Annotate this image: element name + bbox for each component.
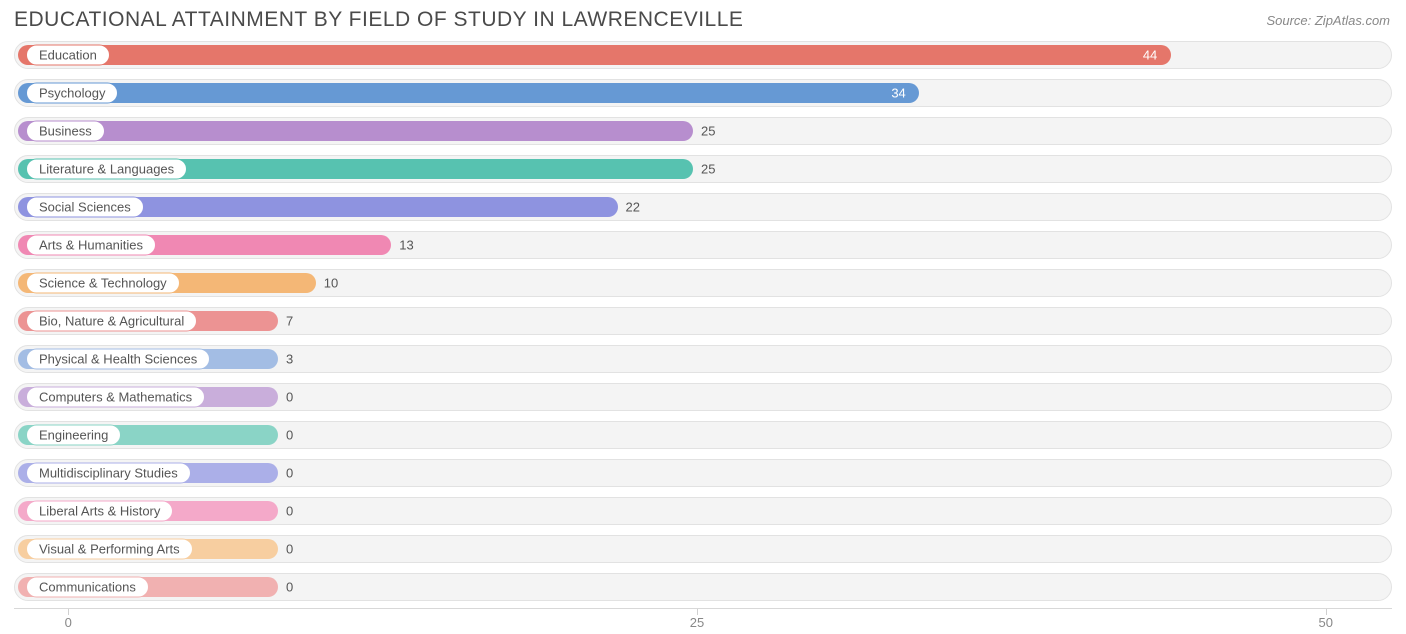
bar-value-label: 7 [286, 314, 293, 329]
x-axis: 0 25 50 [14, 608, 1392, 634]
bar-value-label: 0 [286, 542, 293, 557]
chart-source: Source: ZipAtlas.com [1266, 13, 1390, 28]
bar-label-pill: Visual & Performing Arts [26, 539, 193, 560]
bar-value-label: 10 [324, 276, 338, 291]
bar-row: Literature & Languages 25 [14, 152, 1392, 186]
chart-area: Education44Psychology34Business25Literat… [0, 38, 1406, 634]
bar-row: Bio, Nature & Agricultural 7 [14, 304, 1392, 338]
bar-row: Engineering 0 [14, 418, 1392, 452]
bar-value-label: 25 [701, 124, 715, 139]
bar-label-pill: Science & Technology [26, 273, 180, 294]
bar-label-pill: Physical & Health Sciences [26, 349, 210, 370]
bar-label-pill: Arts & Humanities [26, 235, 156, 256]
bar-row: Business 25 [14, 114, 1392, 148]
bar-value-label: 0 [286, 466, 293, 481]
bar-label-pill: Computers & Mathematics [26, 387, 205, 408]
axis-tick-label: 25 [690, 615, 704, 630]
bar-row: Multidisciplinary Studies 0 [14, 456, 1392, 490]
chart-title: EDUCATIONAL ATTAINMENT BY FIELD OF STUDY… [14, 8, 743, 32]
bar-row: Communications 0 [14, 570, 1392, 604]
bar-row: Physical & Health Sciences 3 [14, 342, 1392, 376]
bar-label-pill: Multidisciplinary Studies [26, 463, 191, 484]
bar-row: Liberal Arts & History 0 [14, 494, 1392, 528]
bar-label-pill: Liberal Arts & History [26, 501, 173, 522]
bars-container: Education44Psychology34Business25Literat… [14, 38, 1392, 604]
bar-value-label: 3 [286, 352, 293, 367]
bar-fill [18, 121, 693, 141]
bar-value-label: 25 [701, 162, 715, 177]
bar-row: Visual & Performing Arts 0 [14, 532, 1392, 566]
chart-header: EDUCATIONAL ATTAINMENT BY FIELD OF STUDY… [0, 0, 1406, 38]
bar-label-pill: Bio, Nature & Agricultural [26, 311, 197, 332]
bar-fill [18, 45, 1171, 65]
bar-row: Psychology 34 [14, 76, 1392, 110]
bar-row: Education 44 [14, 38, 1392, 72]
bar-row: Computers & Mathematics 0 [14, 380, 1392, 414]
bar-fill [18, 83, 919, 103]
bar-value-label: 0 [286, 504, 293, 519]
bar-value-label: 0 [286, 390, 293, 405]
bar-value-label: 0 [286, 428, 293, 443]
bar-label-pill: Psychology [26, 83, 118, 104]
bar-label-pill: Business [26, 121, 105, 142]
axis-tick-label: 50 [1318, 615, 1332, 630]
axis-tick-label: 0 [65, 615, 72, 630]
bar-row: Science & Technology 10 [14, 266, 1392, 300]
bar-value-label: 44 [1143, 48, 1157, 63]
bar-label-pill: Social Sciences [26, 197, 144, 218]
bar-label-pill: Communications [26, 577, 149, 598]
bar-label-pill: Literature & Languages [26, 159, 187, 180]
bar-value-label: 22 [626, 200, 640, 215]
bar-label-pill: Engineering [26, 425, 121, 446]
bar-value-label: 34 [891, 86, 905, 101]
bar-value-label: 13 [399, 238, 413, 253]
bar-label-pill: Education [26, 45, 110, 66]
bar-value-label: 0 [286, 580, 293, 595]
bar-row: Social Sciences 22 [14, 190, 1392, 224]
bar-row: Arts & Humanities 13 [14, 228, 1392, 262]
